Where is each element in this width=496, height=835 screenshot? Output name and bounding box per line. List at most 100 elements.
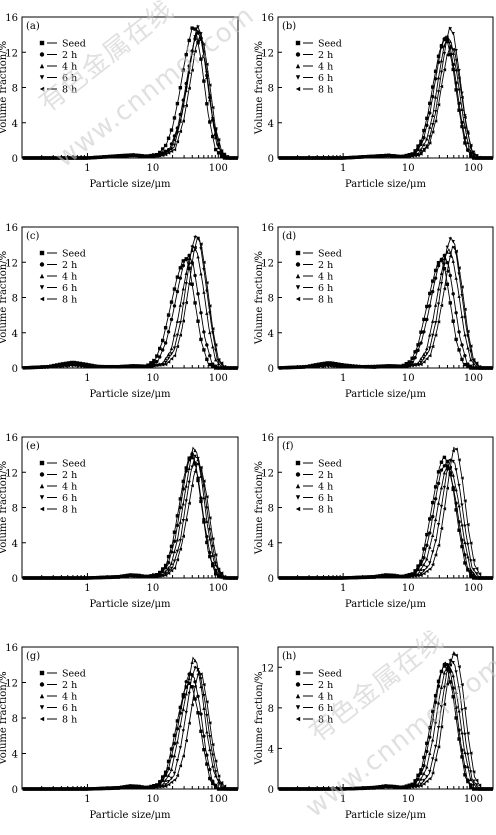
data-point xyxy=(428,353,432,358)
data-point xyxy=(163,770,168,774)
data-point xyxy=(401,154,406,159)
data-point xyxy=(480,787,485,791)
y-tick-label: 12 xyxy=(5,258,18,269)
data-point xyxy=(378,574,382,579)
data-point xyxy=(278,156,282,160)
data-point xyxy=(463,706,467,710)
data-point xyxy=(413,784,417,789)
data-point xyxy=(357,155,362,159)
data-point xyxy=(107,155,112,159)
y-tick-label: 16 xyxy=(5,223,18,234)
data-point xyxy=(296,576,300,580)
chart-panel-g: 0 4 8 12 16 1 10 100 Particle size/μm Volume frac… xyxy=(0,643,239,821)
data-point xyxy=(307,787,312,791)
data-point xyxy=(422,136,426,140)
data-point xyxy=(428,346,432,350)
data-point xyxy=(281,787,285,791)
data-point xyxy=(52,364,56,369)
data-point xyxy=(284,365,288,370)
x-axis-label: Particle size/μm xyxy=(345,599,427,610)
data-point xyxy=(442,702,447,707)
data-point xyxy=(40,156,44,160)
x-tick-label: 1 xyxy=(84,163,90,174)
data-point xyxy=(225,154,230,159)
data-point xyxy=(160,153,165,158)
data-point xyxy=(348,576,353,580)
legend-label: Seed xyxy=(318,249,342,260)
data-point xyxy=(483,156,488,160)
data-point xyxy=(448,680,452,684)
data-point xyxy=(172,116,177,120)
data-point xyxy=(436,725,441,730)
data-point xyxy=(457,483,461,488)
data-point xyxy=(213,147,218,152)
data-point xyxy=(205,280,209,285)
data-point xyxy=(199,712,203,716)
data-point xyxy=(422,556,426,560)
series-line xyxy=(22,681,238,790)
data-point xyxy=(463,553,467,557)
data-point xyxy=(340,156,344,160)
data-point xyxy=(134,574,138,578)
data-point xyxy=(184,518,188,522)
data-point xyxy=(299,576,303,580)
data-point xyxy=(295,86,301,92)
data-point xyxy=(84,576,88,580)
y-axis-label: Volume fraction/% xyxy=(0,461,9,555)
legend-label: 8 h xyxy=(318,505,333,516)
data-point xyxy=(175,140,180,144)
data-point xyxy=(457,294,461,298)
data-point xyxy=(158,355,162,359)
data-point xyxy=(325,787,329,791)
data-point xyxy=(372,786,376,790)
data-point xyxy=(46,576,50,580)
data-point xyxy=(433,268,438,273)
data-point xyxy=(281,576,285,580)
legend-label: 6 h xyxy=(62,283,77,294)
data-point xyxy=(422,317,426,322)
data-point xyxy=(413,569,417,573)
data-point xyxy=(472,152,476,156)
data-point xyxy=(181,534,185,538)
data-point xyxy=(54,364,59,369)
data-point xyxy=(216,151,221,155)
data-point xyxy=(469,149,473,153)
legend-label: Seed xyxy=(62,39,86,50)
data-point xyxy=(155,574,159,578)
data-point xyxy=(190,50,194,55)
data-point xyxy=(213,364,218,368)
data-point xyxy=(460,314,464,319)
data-point xyxy=(155,363,159,368)
data-point xyxy=(199,499,203,504)
data-point xyxy=(75,364,79,368)
data-point xyxy=(196,711,200,715)
data-point xyxy=(463,773,467,777)
legend-label: 2 h xyxy=(318,260,333,271)
data-point xyxy=(369,575,373,579)
data-point xyxy=(451,473,455,477)
series-4h xyxy=(22,446,238,580)
data-point xyxy=(181,501,185,506)
data-point xyxy=(172,559,177,563)
data-point xyxy=(228,156,233,160)
data-point xyxy=(166,571,171,575)
data-point xyxy=(193,49,197,53)
data-point xyxy=(116,786,121,790)
data-point xyxy=(107,786,112,791)
data-point xyxy=(445,486,450,490)
data-point xyxy=(184,484,188,488)
data-point xyxy=(122,365,127,369)
data-point xyxy=(187,458,191,462)
data-point xyxy=(416,564,420,568)
data-point xyxy=(49,156,53,160)
data-point xyxy=(63,156,68,160)
data-point xyxy=(425,317,429,322)
data-point xyxy=(119,365,124,369)
data-point xyxy=(181,259,185,263)
data-point xyxy=(134,153,138,158)
data-point xyxy=(395,364,400,369)
data-point xyxy=(199,729,203,733)
data-point xyxy=(407,785,411,789)
